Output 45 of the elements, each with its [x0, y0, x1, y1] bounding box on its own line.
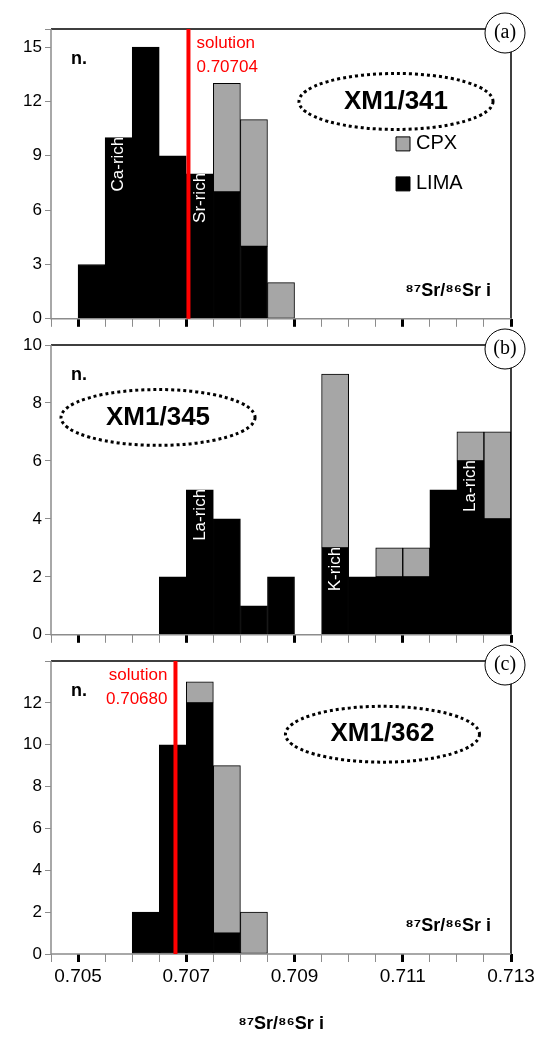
x-tick-label: 0.705	[54, 964, 102, 986]
y-axis-title: n.	[71, 363, 87, 384]
x-tick-label: 0.707	[162, 964, 211, 986]
y-tick-label: 10	[23, 734, 42, 754]
y-tick-label: 0	[32, 308, 42, 328]
x-tick-label: 0.713	[487, 964, 535, 986]
y-tick-label: 15	[23, 36, 42, 56]
annotation: Ca-rich	[108, 136, 128, 192]
y-tick-label: 3	[32, 254, 42, 274]
y-axis-title: n.	[71, 47, 87, 68]
legend-label: LIMA	[416, 171, 464, 194]
y-tick-label: 12	[23, 692, 42, 712]
text: XM1/345	[105, 400, 211, 431]
y-tick-label: 4	[32, 859, 42, 879]
text: XM1/362	[330, 717, 435, 748]
y-tick-label: 4	[32, 508, 42, 528]
x-tick-label: 0.709	[270, 964, 319, 986]
annotation: La-rich	[189, 488, 209, 541]
y-axis-title: n.	[71, 679, 87, 700]
y-tick-label: 8	[32, 392, 42, 412]
y-tick-label: 0	[32, 943, 42, 963]
y-tick-label: 6	[32, 818, 42, 838]
y-tick-label: 6	[32, 450, 42, 470]
y-tick-label: 2	[32, 566, 42, 586]
chart-title: (c)	[493, 652, 517, 676]
x-axis-title: ⁸⁷Sr/⁸⁶Sr i	[238, 1013, 324, 1034]
text: XM1/341	[343, 84, 449, 115]
annotation: ⁸⁷Sr/⁸⁶Sr i	[405, 914, 491, 935]
y-tick-label: 6	[32, 199, 42, 219]
annotation: K-rich	[324, 546, 344, 592]
ref-line-label: solution 0.70704	[196, 33, 258, 77]
y-tick-label: 9	[32, 145, 42, 165]
y-tick-label: 10	[23, 334, 42, 354]
chart-title: (a)	[493, 20, 517, 44]
annotation: La-rich	[460, 459, 480, 512]
ref-line-label: solution 0.70680	[106, 665, 168, 709]
annotation: ⁸⁷Sr/⁸⁶Sr i	[405, 279, 491, 300]
y-tick-label: 2	[32, 901, 42, 921]
y-tick-label: 8	[32, 776, 42, 796]
y-tick-label: 12	[23, 91, 42, 111]
annotation: Sr-rich	[189, 172, 209, 223]
chart-title: (b)	[493, 336, 517, 360]
legend-label: CPX	[416, 131, 458, 154]
y-tick-label: 0	[32, 624, 42, 644]
x-tick-label: 0.711	[379, 964, 426, 986]
